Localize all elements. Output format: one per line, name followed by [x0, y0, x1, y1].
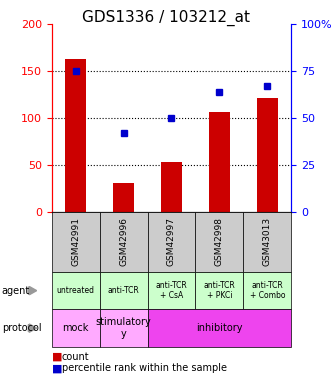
- Text: protocol: protocol: [2, 323, 41, 333]
- Bar: [113, 183, 134, 212]
- Text: GSM43013: GSM43013: [263, 217, 272, 266]
- Bar: [209, 112, 230, 212]
- Text: percentile rank within the sample: percentile rank within the sample: [62, 363, 226, 373]
- Text: anti-TCR
+ Combo: anti-TCR + Combo: [250, 281, 285, 300]
- Text: anti-TCR: anti-TCR: [108, 286, 140, 295]
- Bar: [257, 99, 278, 212]
- Text: untreated: untreated: [57, 286, 95, 295]
- Text: ■: ■: [52, 352, 62, 362]
- Text: ■: ■: [52, 363, 62, 373]
- Bar: [161, 162, 182, 212]
- Text: mock: mock: [62, 323, 89, 333]
- Text: GSM42991: GSM42991: [71, 217, 80, 266]
- Text: count: count: [62, 352, 89, 362]
- Text: GDS1336 / 103212_at: GDS1336 / 103212_at: [83, 9, 250, 26]
- Text: agent: agent: [2, 286, 30, 296]
- Text: anti-TCR
+ PKCi: anti-TCR + PKCi: [203, 281, 235, 300]
- Bar: [65, 59, 86, 212]
- Text: GSM42998: GSM42998: [215, 217, 224, 266]
- Text: anti-TCR
+ CsA: anti-TCR + CsA: [156, 281, 187, 300]
- Text: inhibitory: inhibitory: [196, 323, 243, 333]
- Text: stimulatory
y: stimulatory y: [96, 317, 152, 339]
- Text: GSM42997: GSM42997: [167, 217, 176, 266]
- Text: GSM42996: GSM42996: [119, 217, 128, 266]
